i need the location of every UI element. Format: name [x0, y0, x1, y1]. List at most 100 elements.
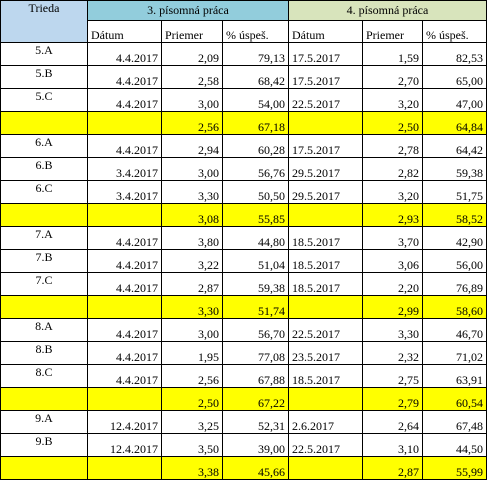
priemer-3-cell: 3,00: [161, 318, 223, 342]
class-name-cell: 5.A: [0, 42, 88, 66]
uspesnost-3-cell: 68,42: [222, 65, 289, 89]
header-group-4: 4. písomná práca: [288, 0, 487, 21]
datum-4-cell: 17.5.2017: [288, 134, 363, 158]
uspesnost-4-cell: 63,91: [422, 364, 487, 388]
class-name-cell: 9.B: [0, 433, 88, 457]
datum-3-cell: 4.4.2017: [87, 341, 162, 365]
priemer-4-cell: 3,20: [362, 88, 423, 112]
summary-row: 3,30 51,74 2,99 58,60: [0, 295, 487, 319]
table-row: 7.B 4.4.2017 3,22 51,04 18.5.2017 3,06 56,00: [0, 249, 487, 273]
uspesnost-4-cell: 76,89: [422, 272, 487, 296]
datum-3-cell: 4.4.2017: [87, 272, 162, 296]
uspesnost-3-cell: 56,70: [222, 318, 289, 342]
uspesnost-3-cell: 60,28: [222, 134, 289, 158]
datum-4-cell: 18.5.2017: [288, 226, 363, 250]
class-name-cell: 8.B: [0, 341, 88, 365]
summary-datum-3: [87, 111, 162, 135]
table-row: 5.A 4.4.2017 2,09 79,13 17.5.2017 1,59 82,53: [0, 42, 487, 66]
class-name-cell: 7.B: [0, 249, 88, 273]
priemer-4-cell: 2,78: [362, 134, 423, 158]
datum-4-cell: 2.6.2017: [288, 410, 363, 434]
table-row: 9.B 12.4.2017 3,50 39,00 22.5.2017 3,10 44,50: [0, 433, 487, 457]
class-name-cell: 5.C: [0, 88, 88, 112]
datum-3-cell: 4.4.2017: [87, 42, 162, 66]
priemer-4-cell: 2,70: [362, 65, 423, 89]
summary-priemer-3: 2,50: [161, 387, 223, 411]
header-datum-4: Dátum: [288, 20, 363, 43]
datum-3-cell: 3.4.2017: [87, 180, 162, 204]
table-row: 8.A 4.4.2017 3,00 56,70 22.5.2017 3,30 46,70: [0, 318, 487, 342]
table-row: 7.A 4.4.2017 3,80 44,80 18.5.2017 3,70 42,90: [0, 226, 487, 250]
datum-4-cell: 17.5.2017: [288, 42, 363, 66]
summary-class-cell: [0, 203, 88, 227]
uspesnost-3-cell: 50,50: [222, 180, 289, 204]
priemer-3-cell: 2,94: [161, 134, 223, 158]
table-row: 5.C 4.4.2017 3,00 54,00 22.5.2017 3,20 47,00: [0, 88, 487, 112]
summary-priemer-3: 3,30: [161, 295, 223, 319]
summary-class-cell: [0, 387, 88, 411]
class-name-cell: 8.C: [0, 364, 88, 388]
summary-datum-4: [288, 387, 363, 411]
header-priemer-3: Priemer: [161, 20, 223, 43]
datum-4-cell: 29.5.2017: [288, 157, 363, 181]
class-name-cell: 7.C: [0, 272, 88, 296]
datum-4-cell: 22.5.2017: [288, 318, 363, 342]
priemer-4-cell: 2,64: [362, 410, 423, 434]
summary-priemer-4: 2,99: [362, 295, 423, 319]
summary-priemer-4: 2,50: [362, 111, 423, 135]
datum-3-cell: 12.4.2017: [87, 410, 162, 434]
summary-uspesnost-4: 55,99: [422, 456, 487, 480]
uspesnost-3-cell: 77,08: [222, 341, 289, 365]
uspesnost-3-cell: 44,80: [222, 226, 289, 250]
datum-4-cell: 18.5.2017: [288, 364, 363, 388]
summary-uspesnost-4: 58,60: [422, 295, 487, 319]
priemer-3-cell: 1,95: [161, 341, 223, 365]
summary-datum-4: [288, 203, 363, 227]
summary-priemer-4: 2,93: [362, 203, 423, 227]
priemer-4-cell: 3,70: [362, 226, 423, 250]
summary-uspesnost-3: 51,74: [222, 295, 289, 319]
summary-priemer-3: 3,38: [161, 456, 223, 480]
priemer-4-cell: 3,06: [362, 249, 423, 273]
table-row: 6.C 3.4.2017 3,30 50,50 29.5.2017 3,20 51,75: [0, 180, 487, 204]
class-name-cell: 7.A: [0, 226, 88, 250]
summary-datum-3: [87, 295, 162, 319]
summary-datum-3: [87, 203, 162, 227]
summary-uspesnost-3: 55,85: [222, 203, 289, 227]
uspesnost-3-cell: 54,00: [222, 88, 289, 112]
class-name-cell: 9.A: [0, 410, 88, 434]
uspesnost-3-cell: 51,04: [222, 249, 289, 273]
uspesnost-3-cell: 79,13: [222, 42, 289, 66]
summary-row: 2,50 67,22 2,79 60,54: [0, 387, 487, 411]
uspesnost-4-cell: 67,48: [422, 410, 487, 434]
datum-3-cell: 4.4.2017: [87, 249, 162, 273]
uspesnost-4-cell: 64,42: [422, 134, 487, 158]
datum-4-cell: 17.5.2017: [288, 65, 363, 89]
summary-uspesnost-4: 58,52: [422, 203, 487, 227]
uspesnost-4-cell: 56,00: [422, 249, 487, 273]
priemer-4-cell: 2,32: [362, 341, 423, 365]
priemer-3-cell: 3,80: [161, 226, 223, 250]
datum-3-cell: 12.4.2017: [87, 433, 162, 457]
datum-4-cell: 22.5.2017: [288, 433, 363, 457]
datum-3-cell: 3.4.2017: [87, 157, 162, 181]
class-name-cell: 5.B: [0, 65, 88, 89]
priemer-3-cell: 2,87: [161, 272, 223, 296]
uspesnost-4-cell: 42,90: [422, 226, 487, 250]
header-uspesnost-3: % úspeš.: [222, 20, 289, 43]
class-name-cell: 6.C: [0, 180, 88, 204]
table-row: 9.A 12.4.2017 3,25 52,31 2.6.2017 2,64 67,48: [0, 410, 487, 434]
header-priemer-4: Priemer: [362, 20, 423, 43]
datum-4-cell: 29.5.2017: [288, 180, 363, 204]
datum-4-cell: 18.5.2017: [288, 272, 363, 296]
priemer-3-cell: 3,25: [161, 410, 223, 434]
summary-row: 2,56 67,18 2,50 64,84: [0, 111, 487, 135]
uspesnost-4-cell: 71,02: [422, 341, 487, 365]
uspesnost-4-cell: 51,75: [422, 180, 487, 204]
summary-row: 3,08 55,85 2,93 58,52: [0, 203, 487, 227]
table-row: 8.B 4.4.2017 1,95 77,08 23.5.2017 2,32 71,02: [0, 341, 487, 365]
priemer-3-cell: 3,00: [161, 88, 223, 112]
priemer-3-cell: 3,22: [161, 249, 223, 273]
uspesnost-4-cell: 82,53: [422, 42, 487, 66]
